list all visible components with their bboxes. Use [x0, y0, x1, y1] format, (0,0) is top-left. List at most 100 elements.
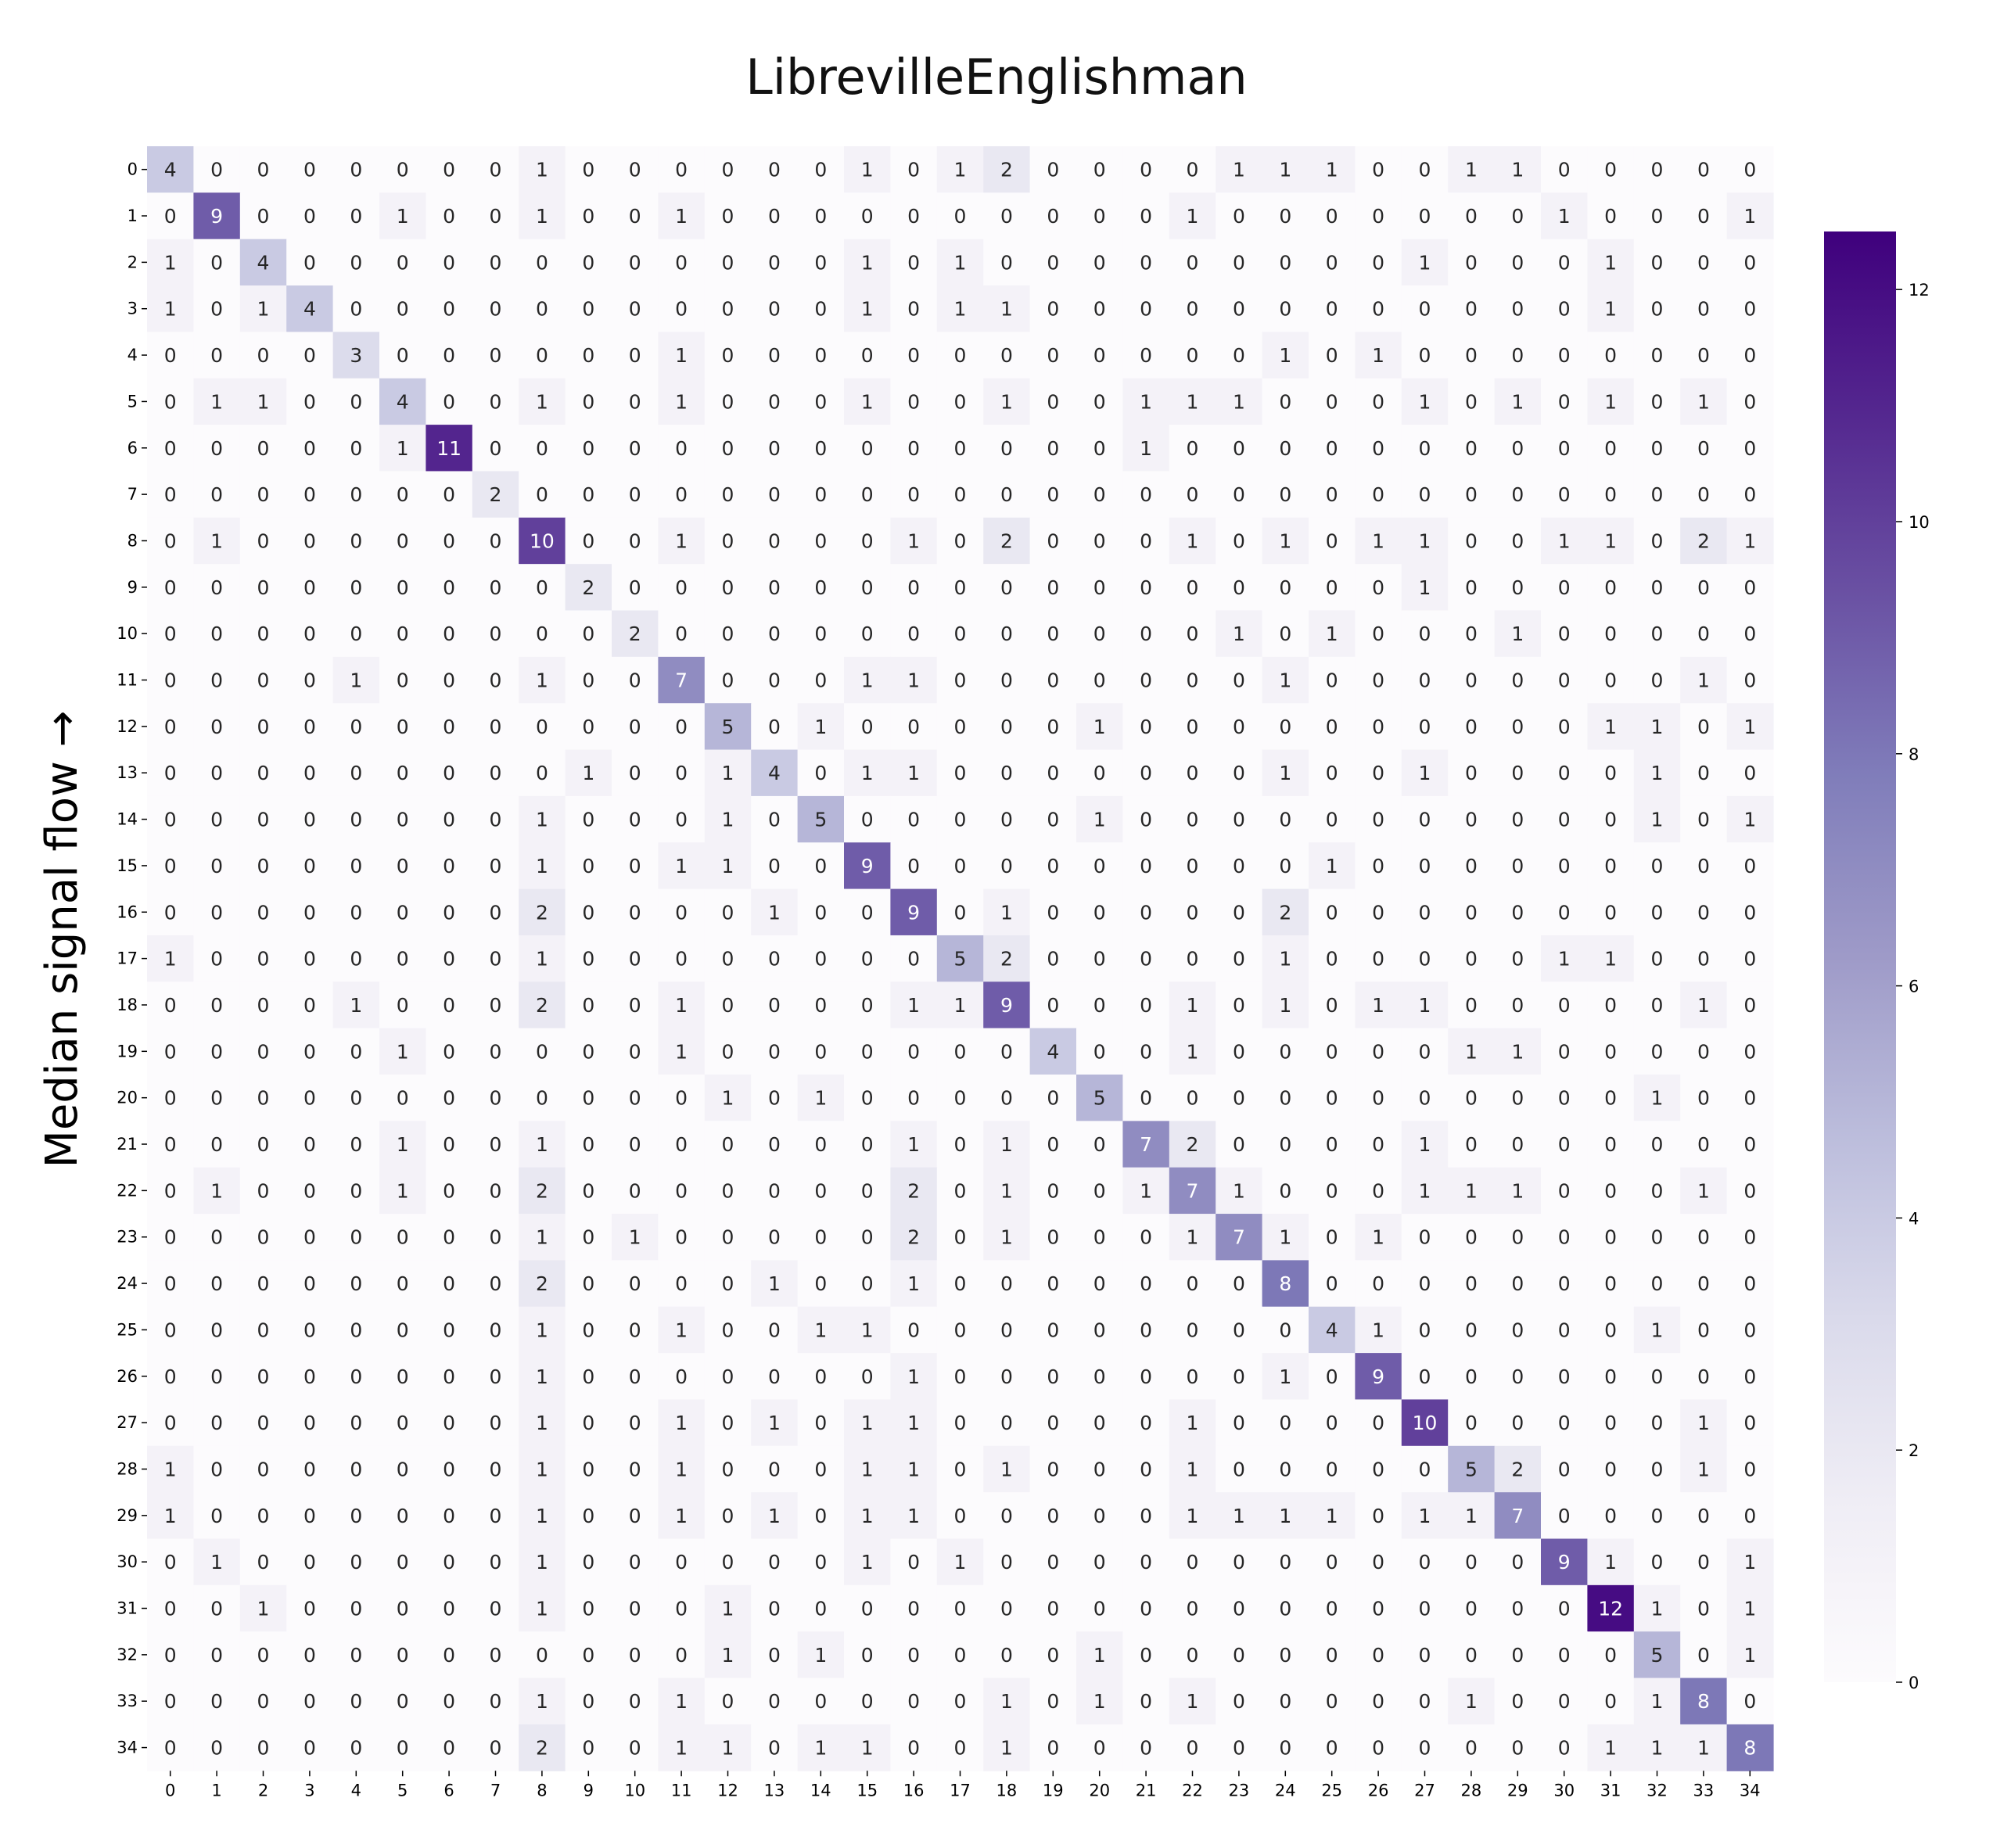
cell-value-label: 0: [443, 390, 455, 413]
heatmap-cell: [1401, 1399, 1449, 1447]
cell-value-label: 0: [675, 437, 688, 460]
cell-value-label: 0: [1651, 344, 1664, 367]
heatmap-cell: [1726, 888, 1774, 936]
cell-value-label: 0: [1279, 1087, 1291, 1110]
cell-value-label: 0: [1511, 762, 1524, 784]
heatmap-cell: [193, 471, 241, 519]
cell-value-label: 0: [1558, 1737, 1571, 1760]
cell-value-label: 0: [814, 251, 827, 274]
heatmap-cell: [565, 1678, 612, 1725]
heatmap-cell: [1122, 1260, 1170, 1308]
cell-value-label: 1: [1558, 529, 1571, 552]
cell-value-label: 0: [1187, 1087, 1199, 1110]
heatmap-cell: [1541, 656, 1588, 704]
heatmap-cell: [193, 888, 241, 936]
cell-value-label: 0: [1604, 159, 1617, 181]
heatmap-cell: [1726, 1584, 1774, 1632]
cell-value-label: 1: [1326, 623, 1338, 645]
cell-value-label: 0: [164, 483, 177, 506]
heatmap-cell: [1587, 935, 1635, 982]
cell-value-label: 0: [164, 716, 177, 738]
heatmap-cell: [1494, 239, 1542, 286]
heatmap-cell: [147, 378, 194, 425]
cell-value-label: 0: [722, 1272, 734, 1295]
heatmap-cell: [658, 1075, 706, 1121]
cell-value-label: 0: [1511, 1365, 1524, 1388]
cell-value-label: 0: [1093, 1505, 1106, 1527]
heatmap-cell: [426, 146, 473, 193]
heatmap-cell: [472, 1584, 519, 1632]
heatmap-cell: [147, 703, 194, 751]
heatmap-cell: [704, 1492, 752, 1540]
heatmap-cell: [1726, 1121, 1774, 1168]
heatmap-cell: [426, 239, 473, 286]
cell-value-label: 0: [1187, 437, 1199, 460]
heatmap-cell: [1216, 1028, 1263, 1075]
heatmap-cell: [426, 935, 473, 982]
cell-value-label: 0: [1047, 623, 1059, 645]
cell-value-label: 0: [814, 1365, 827, 1388]
heatmap-cell: [797, 1445, 845, 1493]
y-tick-label: 33: [117, 1692, 138, 1710]
cell-value-label: 0: [1372, 901, 1384, 924]
cell-value-label: 0: [675, 1272, 688, 1295]
heatmap-cell: [1169, 981, 1216, 1029]
heatmap-cell: [1494, 842, 1542, 890]
cell-value-label: 0: [210, 437, 223, 460]
cell-value-label: 0: [1419, 205, 1431, 228]
heatmap-cell: [1587, 1631, 1635, 1679]
heatmap-cell: [239, 656, 287, 704]
heatmap-cell: [936, 1584, 984, 1632]
heatmap-cell: [658, 1353, 706, 1401]
cell-value-label: 0: [907, 1319, 920, 1341]
heatmap-cell: [890, 332, 938, 379]
cell-value-label: 0: [814, 762, 827, 784]
heatmap-cell: [193, 146, 241, 193]
heatmap-cell: [1401, 1214, 1449, 1261]
heatmap-cell: [519, 1492, 566, 1540]
cell-value-label: 1: [1419, 1133, 1431, 1156]
heatmap-cell: [936, 146, 984, 193]
cell-value-label: 0: [768, 948, 781, 971]
heatmap-cell: [1216, 517, 1263, 565]
y-tick-label: 29: [117, 1506, 138, 1525]
heatmap-cell: [1633, 1167, 1681, 1215]
heatmap-cell: [565, 703, 612, 751]
cell-value-label: 1: [1326, 855, 1338, 877]
cell-value-label: 1: [1000, 390, 1013, 413]
cell-value-label: 0: [1419, 1365, 1431, 1388]
cell-value-label: 0: [1372, 205, 1384, 228]
heatmap-cell: [1448, 239, 1496, 286]
x-axis-ticks: 0 1 2 3 4 5 6 7 8 9 10 11 12 13 14 15 16 17 18 19 20 21 22 23 24…: [165, 1771, 1761, 1800]
heatmap-cell: [1355, 1678, 1402, 1725]
heatmap-cell: [1494, 795, 1542, 843]
cell-value-label: 0: [954, 529, 967, 552]
cell-value-label: 1: [1651, 809, 1664, 831]
heatmap-cell: [1680, 935, 1728, 982]
cell-value-label: 0: [582, 1319, 594, 1341]
cell-value-label: 0: [257, 623, 270, 645]
heatmap-cell: [751, 610, 799, 658]
y-tick-label: 1: [127, 206, 138, 225]
heatmap-cell: [983, 239, 1031, 286]
cell-value-label: 2: [1187, 1133, 1199, 1156]
heatmap-cell: [1633, 1353, 1681, 1401]
cell-value-label: 0: [1372, 762, 1384, 784]
cell-value-label: 2: [1697, 529, 1710, 552]
cell-value-label: 0: [1233, 1690, 1245, 1713]
cell-value-label: 0: [1604, 1179, 1617, 1202]
cell-value-label: 0: [1651, 1412, 1664, 1434]
cell-value-label: 1: [814, 1319, 827, 1341]
cell-value-label: 1: [1697, 1737, 1710, 1760]
heatmap-cell: [239, 1028, 287, 1075]
heatmap-cell: [844, 888, 891, 936]
heatmap-cell: [844, 703, 891, 751]
heatmap-cell: [844, 1584, 891, 1632]
heatmap-cell: [1309, 1028, 1356, 1075]
heatmap-cell: [286, 935, 334, 982]
heatmap-cell: [844, 425, 891, 472]
cell-value-label: 0: [582, 205, 594, 228]
cell-value-label: 0: [164, 1644, 177, 1667]
cell-value-label: 0: [1651, 1505, 1664, 1527]
heatmap-cell: [1262, 564, 1309, 612]
